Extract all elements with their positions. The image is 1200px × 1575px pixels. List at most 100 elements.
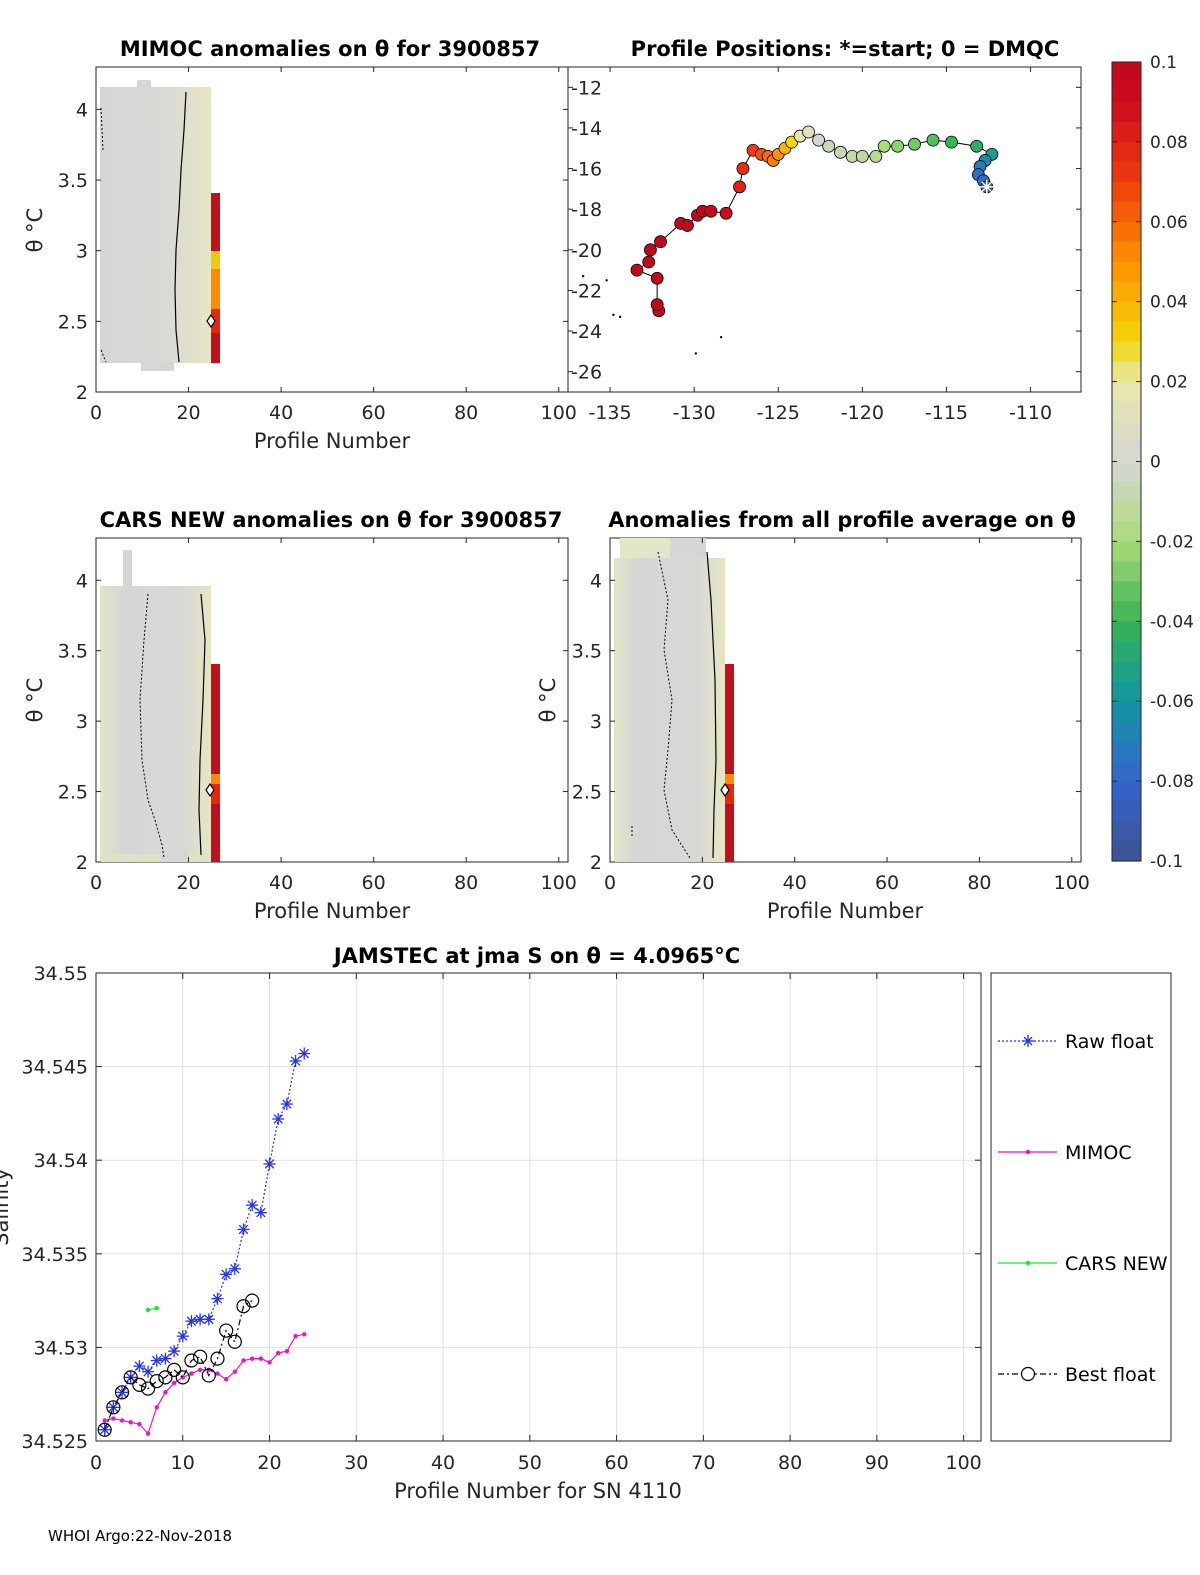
positions-x-tick-label: -125 <box>757 402 800 424</box>
allavg-x-tick-label: 80 <box>967 872 991 894</box>
colorbar-band <box>1112 801 1141 822</box>
salinity-raw-point-stroke <box>221 1269 231 1280</box>
cars-ylabel: θ °C <box>23 678 47 723</box>
cars-x-tick-label: 60 <box>362 872 386 894</box>
salinity-raw-point <box>202 1313 215 1326</box>
cars-marker-icon <box>205 782 215 798</box>
salinity-mimoc-point <box>145 1431 151 1436</box>
colorbar-band <box>1112 461 1141 483</box>
salinity-best-point <box>114 1385 130 1400</box>
cars-field-bottom-band <box>100 854 211 862</box>
cars-x-ticks: 0 20 40 60 80 100 <box>90 538 577 894</box>
cars-y-tick-label: 2 <box>76 852 88 874</box>
salinity-raw-point <box>168 1345 181 1358</box>
salinity-mimoc-point <box>241 1358 246 1363</box>
legend-mimoc: MIMOC <box>998 1142 1132 1164</box>
salinity-raw-point <box>220 1268 233 1281</box>
salinity-best-point <box>227 1334 242 1349</box>
colorbar: 0.1 0.08 0.06 0.04 0.02 0 -0.02 -0.04 -0.06 -0.08… <box>1111 53 1194 872</box>
positions-start-star-icon <box>979 179 994 194</box>
salinity-mimoc-point <box>163 1390 168 1395</box>
allavg-field-top-cell <box>620 538 675 558</box>
colorbar-tick-label: 0.08 <box>1150 133 1188 153</box>
mimoc-y-ticks: 2 2.5 3 3.5 4 <box>58 99 568 404</box>
salinity-raw-point <box>133 1360 146 1373</box>
allavg-zero-contour <box>706 551 717 859</box>
salinity-x-tick-label: 0 <box>90 1452 102 1474</box>
salinity-best-point <box>210 1351 225 1366</box>
salinity-mimoc-point <box>102 1418 107 1423</box>
legend-best-circle-icon <box>1020 1366 1036 1382</box>
colorbar-band <box>1112 401 1141 423</box>
allavg-anomaly-field <box>614 558 725 862</box>
allavg-y-tick-label: 3 <box>590 711 602 733</box>
colorbar-band <box>1112 721 1141 742</box>
cars-y-tick-label: 3 <box>76 711 88 733</box>
salinity-raw-point-stroke <box>186 1316 197 1326</box>
colorbar-tick-label: -0.08 <box>1150 772 1194 792</box>
positions-profile-point <box>630 263 644 277</box>
positions-y-tick-label: -26 <box>571 362 602 384</box>
salinity-mimoc-point <box>293 1333 298 1339</box>
colorbar-band <box>1112 821 1141 842</box>
positions-stray-point <box>581 275 585 278</box>
colorbar-ticks: 0.1 0.08 0.06 0.04 0.02 0 -0.02 -0.04 -0.06 -0.08… <box>1112 53 1194 872</box>
colorbar-band <box>1112 101 1141 123</box>
legend-best-float: Best float <box>998 1364 1156 1386</box>
salinity-raw-point <box>159 1352 172 1365</box>
salinity-raw-point <box>254 1206 267 1219</box>
cars-x-tick-label: 100 <box>541 872 577 894</box>
positions-panel: Profile Positions: *=start; 0 = DMQC -13… <box>567 37 1082 424</box>
allavg-y-ticks: 2 2.5 3 3.5 4 <box>572 570 1081 874</box>
mimoc-marker-icon <box>206 313 216 329</box>
allavg-y-tick-label: 2 <box>590 852 602 874</box>
salinity-raw-point-stroke <box>99 1425 110 1435</box>
colorbar-band <box>1112 561 1141 582</box>
colorbar-bands <box>1112 62 1141 862</box>
salinity-raw-point-stroke <box>256 1207 266 1218</box>
salinity-mimoc-point <box>171 1380 177 1386</box>
salinity-raw-point <box>116 1386 129 1399</box>
salinity-ylabel: Salinity <box>0 1168 13 1246</box>
positions-stray-point <box>719 335 723 339</box>
cars-zero-contour <box>198 593 206 856</box>
mimoc-x-ticks: 0 20 40 60 80 100 <box>90 67 577 424</box>
salinity-best-point <box>201 1368 216 1383</box>
positions-profile-point <box>908 137 921 151</box>
salinity-best-point <box>140 1381 156 1396</box>
colorbar-band <box>1112 501 1141 523</box>
positions-profile-point <box>644 243 657 257</box>
colorbar-band <box>1112 541 1141 562</box>
salinity-x-tick-label: 60 <box>604 1452 628 1474</box>
positions-x-tick-label: -110 <box>1009 402 1052 424</box>
salinity-raw-point-stroke <box>160 1353 171 1364</box>
mimoc-anomaly-cell <box>211 251 220 269</box>
salinity-raw-point-stroke <box>282 1099 292 1109</box>
salinity-raw-point-stroke <box>247 1200 257 1210</box>
salinity-best-point <box>123 1370 138 1385</box>
colorbar-band <box>1112 421 1141 443</box>
colorbar-band <box>1112 481 1141 503</box>
colorbar-band <box>1112 701 1141 722</box>
positions-y-tick-label: -20 <box>571 240 602 262</box>
colorbar-band <box>1112 641 1141 662</box>
positions-stray-point <box>618 315 622 319</box>
salinity-x-tick-label: 70 <box>691 1452 715 1474</box>
salinity-raw-point <box>176 1330 189 1343</box>
positions-profile-point <box>681 219 694 232</box>
legend: Raw float MIMOC CARS NEW Best float <box>990 972 1172 1442</box>
salinity-x-tick-label: 50 <box>518 1452 542 1474</box>
salinity-mimoc-point <box>197 1367 203 1373</box>
salinity-y-tick-label: 34.535 <box>22 1244 88 1266</box>
salinity-raw-point-stroke <box>117 1387 127 1398</box>
mimoc-dotted-contour <box>100 107 104 151</box>
colorbar-band <box>1112 841 1141 862</box>
salinity-mimoc-point <box>302 1332 307 1337</box>
mimoc-field <box>100 80 220 371</box>
salinity-mimoc-point <box>111 1416 116 1421</box>
cars-anomaly-cell <box>211 784 220 804</box>
salinity-raw-point-stroke <box>178 1331 188 1341</box>
positions-profile-point <box>650 271 664 285</box>
legend-raw-float: Raw float <box>998 1031 1154 1053</box>
